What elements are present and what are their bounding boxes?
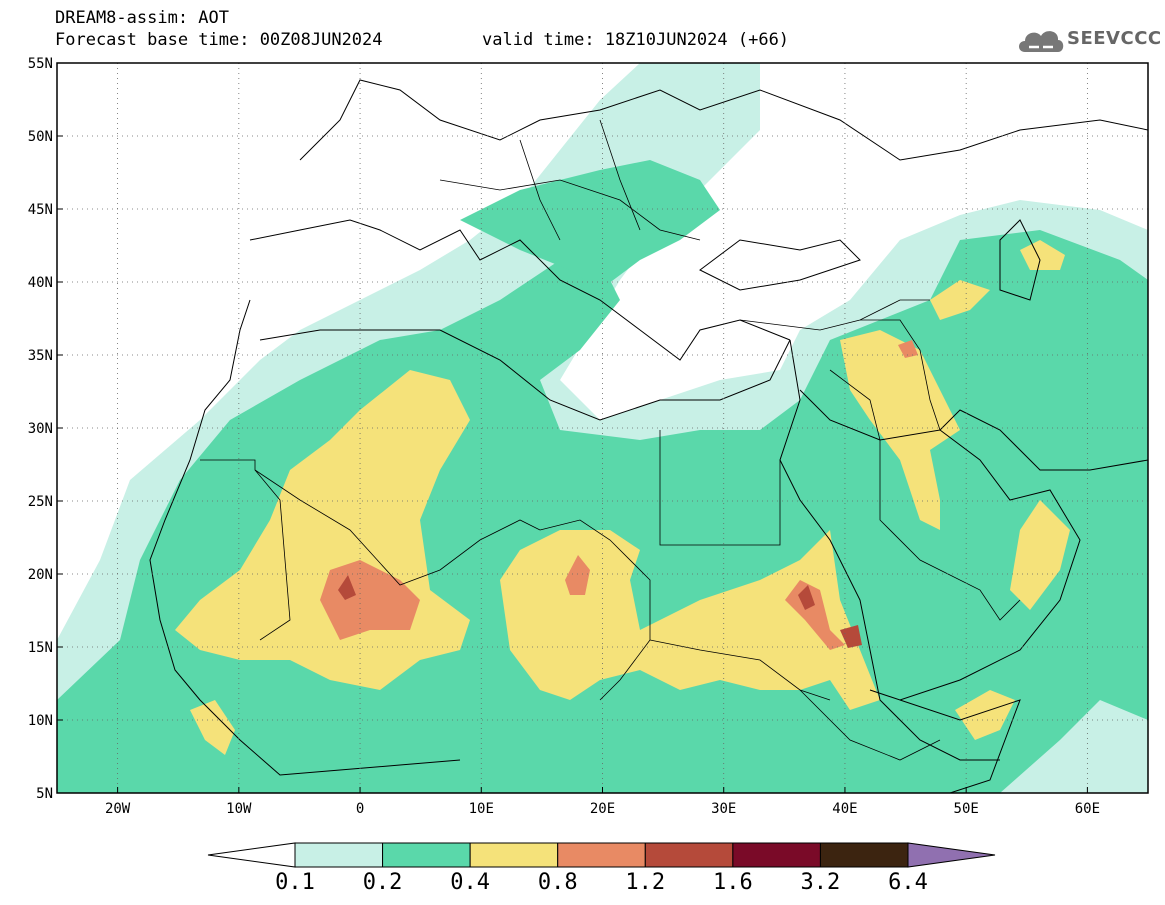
- lat-tick-label: 5N: [36, 786, 53, 802]
- coastline-black-sea: [699, 239, 861, 291]
- lon-tick-label: 10W: [226, 801, 252, 817]
- colorbar-level-label: 0.2: [362, 870, 403, 895]
- colorbar-level-label: 0.8: [537, 870, 578, 895]
- lat-tick-label: 25N: [28, 494, 53, 510]
- seevccc-logo: SEEVCCC: [1015, 22, 1161, 58]
- colorbar-under-arrow: [207, 842, 296, 868]
- coastline-caspian: [999, 219, 1041, 301]
- colorbar-segment: [382, 842, 471, 868]
- cloud-icon: [1019, 31, 1064, 52]
- lon-tick-label: 0: [356, 801, 364, 817]
- aot-band-0-4-mesopotamia: [840, 330, 960, 530]
- map-title: DREAM8-assim: AOT: [55, 8, 229, 28]
- lat-tick-label: 30N: [28, 421, 53, 437]
- lon-tick-label: 20E: [590, 801, 615, 817]
- borders: [200, 119, 1021, 761]
- aot-band-0-4-guinea: [190, 700, 235, 755]
- aot-band-1-2-sudan: [798, 585, 815, 610]
- colorbar-segment: [644, 842, 734, 868]
- border-niger-chad: [539, 519, 651, 701]
- coastline-west-africa: [149, 299, 461, 776]
- lon-tick-label: 60E: [1075, 801, 1100, 817]
- lat-tick-label: 50N: [28, 129, 53, 145]
- border-mauritania: [200, 459, 291, 641]
- colorbar-over-arrow: [907, 842, 996, 868]
- aot-band-0-8-iraq: [898, 340, 918, 358]
- coastline-mediterranean-south: [259, 329, 791, 421]
- forecast-base-time: Forecast base time: 00Z08JUN2024: [55, 30, 383, 50]
- aot-band-0-8-chad: [565, 555, 590, 595]
- coastline-gulf-iran: [939, 409, 1148, 471]
- axis-ticks: 20W 10W 0 10E 20E 30E 40E 50E 60E 5N 10N 15N 20N 25N 3…: [28, 56, 1100, 817]
- colorbar-level-label: 6.4: [888, 870, 928, 895]
- border-ethiopia: [799, 689, 941, 761]
- border-sudan: [649, 639, 831, 701]
- colorbar-level-label: 0.4: [450, 870, 491, 895]
- aot-band-0-4-arabia: [1010, 500, 1070, 610]
- lon-tick-label: 30E: [711, 801, 736, 817]
- coastline-red-sea: [779, 339, 1000, 761]
- border-turkey: [739, 299, 930, 331]
- colorbar-level-label: 0.1: [275, 870, 315, 895]
- colorbar-segment: [732, 842, 821, 868]
- aot-band-0-2-balkans: [460, 160, 720, 290]
- aot-band-1-2-mali: [338, 575, 356, 600]
- aot-band-0-4-somalia: [955, 690, 1015, 740]
- lat-tick-label: 15N: [28, 640, 53, 656]
- aot-band-0-4-caspian: [1020, 240, 1065, 270]
- colorbar-segment: [819, 842, 909, 868]
- colorbar-level-label: 1.2: [625, 870, 666, 895]
- gridlines: [57, 63, 1148, 793]
- aot-band-1-2-ethiopia: [840, 625, 862, 648]
- border-europe-interior: [439, 119, 701, 241]
- lon-tick-label: 10E: [469, 801, 494, 817]
- lon-tick-label: 40E: [832, 801, 857, 817]
- lat-tick-label: 10N: [28, 713, 53, 729]
- lon-tick-label: 20W: [105, 801, 131, 817]
- lat-tick-label: 45N: [28, 202, 53, 218]
- border-libya-egypt: [659, 430, 781, 546]
- lat-tick-label: 20N: [28, 567, 53, 583]
- colorbar: [207, 842, 996, 868]
- coastline-europe-north: [299, 79, 1148, 161]
- aot-band-0-4-central-africa: [500, 530, 880, 710]
- coastline-horn: [899, 699, 1021, 793]
- lat-tick-label: 55N: [28, 56, 53, 72]
- logo-text: SEEVCCC: [1067, 28, 1162, 49]
- valid-time: valid time: 18Z10JUN2024 (+66): [482, 30, 790, 50]
- colorbar-level-label: 1.6: [712, 870, 753, 895]
- border-mali-algeria: [254, 469, 541, 586]
- lon-tick-label: 50E: [954, 801, 979, 817]
- lat-tick-label: 35N: [28, 348, 53, 364]
- colorbar-segment: [294, 842, 384, 868]
- colorbar-level-label: 3.2: [800, 870, 841, 895]
- lat-tick-label: 40N: [28, 275, 53, 291]
- aot-band-0-4-turkey: [930, 280, 990, 320]
- colorbar-segment: [469, 842, 559, 868]
- border-saudi: [829, 369, 1021, 621]
- border-iraq-iran: [860, 319, 941, 431]
- colorbar-segment: [557, 842, 646, 868]
